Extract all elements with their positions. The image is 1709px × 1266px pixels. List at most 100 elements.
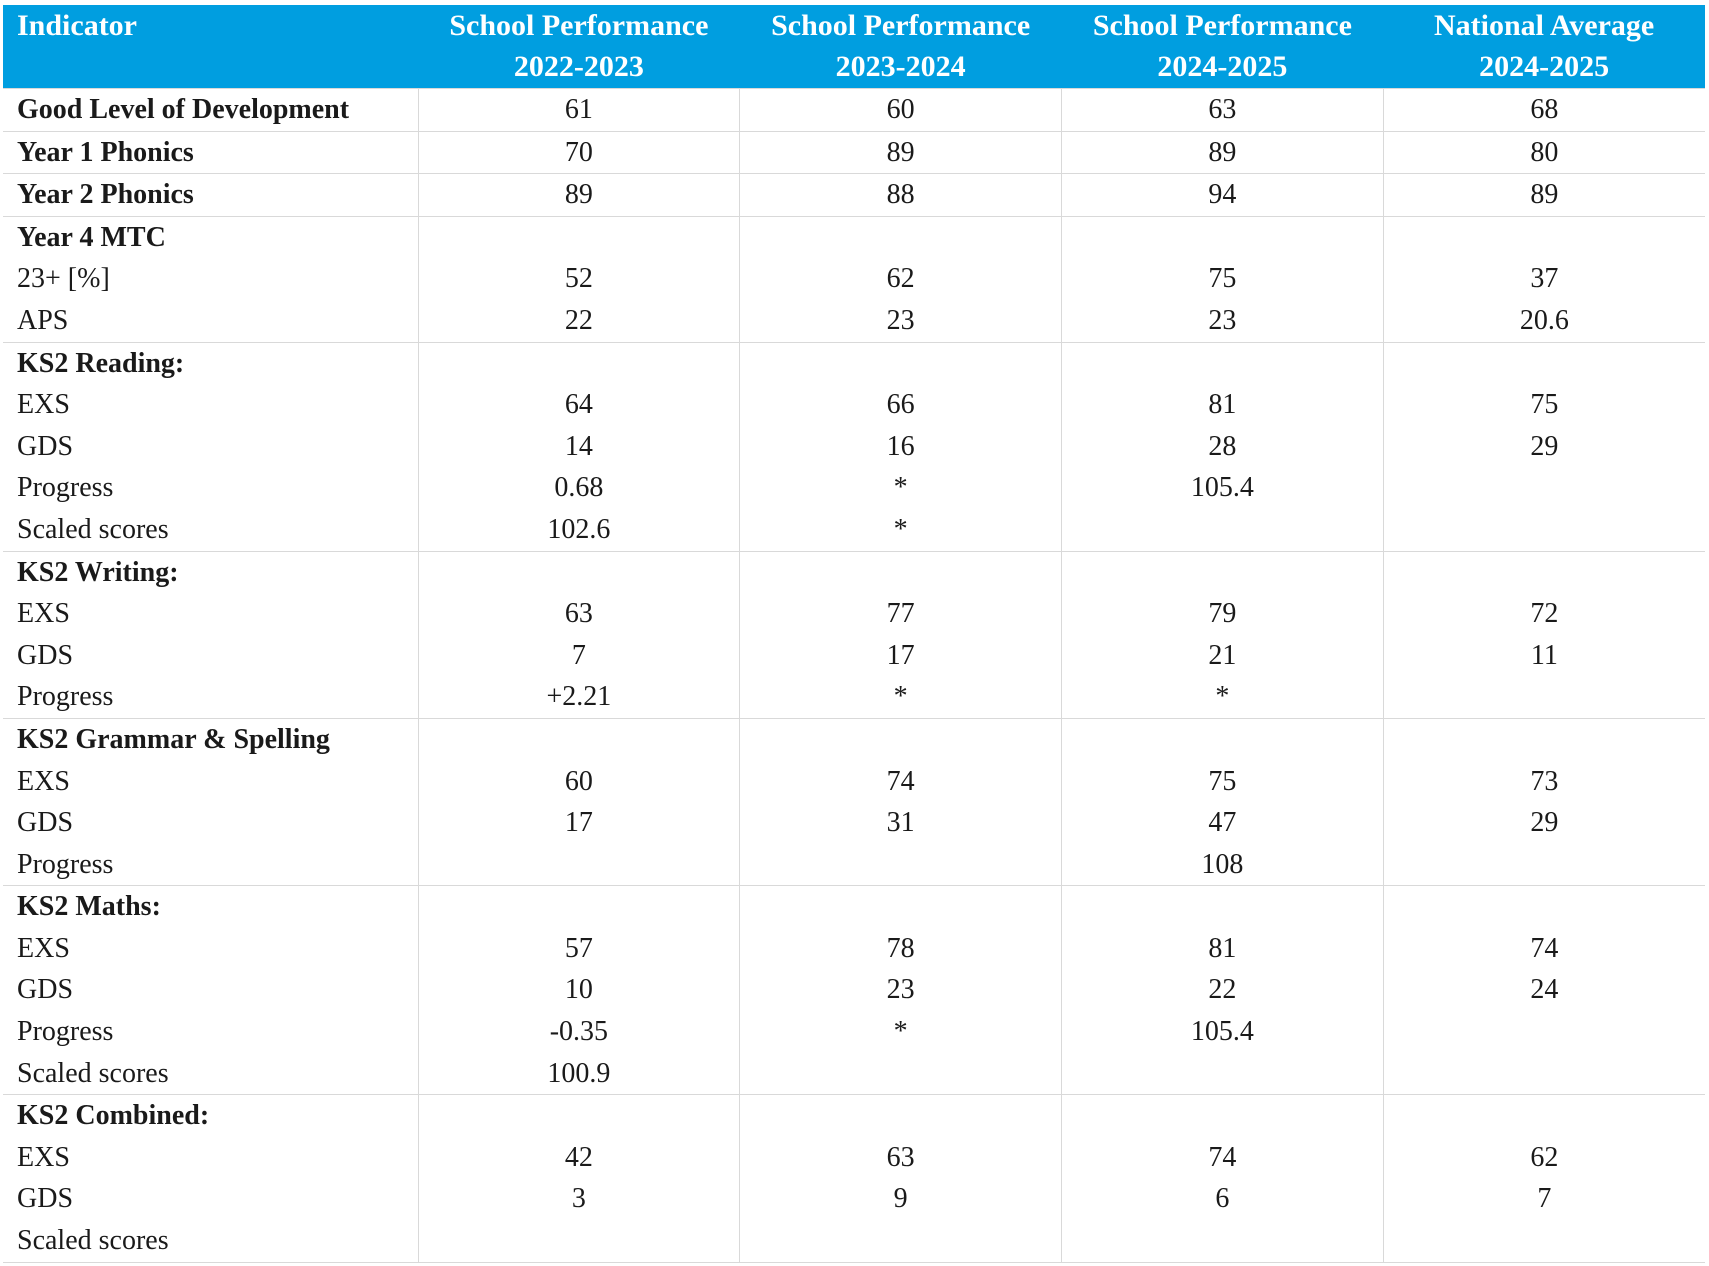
value-cell: 66 16 * * bbox=[739, 342, 1062, 552]
cell-value bbox=[1062, 719, 1383, 761]
indicator-cell: Good Level of Development bbox=[3, 88, 419, 132]
indicator-label: EXS bbox=[17, 1141, 70, 1173]
value-cell: 79 21 * bbox=[1061, 551, 1384, 719]
value-cell: 78 23 * bbox=[739, 885, 1062, 1095]
value-cell: 63 9 bbox=[739, 1094, 1062, 1263]
indicator-label: KS2 Combined: bbox=[17, 1100, 210, 1132]
value-cell: 61 bbox=[417, 88, 740, 132]
indicator-label: Scaled scores bbox=[17, 1225, 169, 1257]
value-cell: 60 17 bbox=[417, 718, 740, 886]
value-cell: 62 7 bbox=[1382, 1094, 1705, 1263]
indicator-cell: KS2 Grammar & Spelling EXS GDS Progress bbox=[3, 718, 418, 885]
header-line: School Performance bbox=[449, 9, 709, 42]
cell-value bbox=[740, 1095, 1061, 1137]
cell-value: 75 bbox=[1208, 263, 1237, 295]
table-row: Year 1 Phonics 70 89 89 80 bbox=[3, 131, 1705, 174]
cell-value: 31 bbox=[886, 807, 915, 839]
cell-value bbox=[419, 844, 740, 886]
cell-value: -0.35 bbox=[549, 1016, 609, 1048]
cell-value: 21 bbox=[1208, 639, 1237, 671]
value-cell: 89 bbox=[1382, 173, 1705, 217]
cell-value: * bbox=[893, 1016, 908, 1048]
cell-value bbox=[1384, 1095, 1705, 1137]
cell-value: 6 bbox=[1215, 1183, 1230, 1215]
cell-value: 60 bbox=[564, 765, 593, 797]
cell-value: 70 bbox=[564, 136, 593, 168]
cell-value: 81 bbox=[1208, 389, 1237, 421]
cell-value: * bbox=[893, 681, 908, 713]
cell-value: 68 bbox=[1530, 94, 1559, 125]
header-line: School Performance bbox=[771, 9, 1031, 42]
cell-value bbox=[740, 1053, 1061, 1095]
header-indicator-label: Indicator bbox=[17, 9, 137, 42]
cell-value: * bbox=[1215, 681, 1230, 713]
header-national-2024-2025: National Average 2024-2025 bbox=[1383, 5, 1705, 89]
value-cell: 88 bbox=[739, 173, 1062, 217]
cell-value bbox=[419, 1220, 740, 1262]
indicator-label: Scaled scores bbox=[17, 1057, 169, 1089]
cell-value bbox=[1062, 217, 1383, 259]
indicator-label: APS bbox=[17, 304, 69, 336]
cell-value bbox=[1384, 886, 1705, 928]
header-indicator: Indicator bbox=[3, 5, 418, 89]
cell-value: 77 bbox=[886, 598, 915, 630]
cell-value bbox=[419, 886, 740, 928]
indicator-cell: KS2 Writing: EXS GDS Progress bbox=[3, 551, 418, 718]
indicator-label: KS2 Reading: bbox=[17, 347, 185, 379]
cell-value bbox=[1384, 1053, 1705, 1095]
table-row: Good Level of Development 61 60 63 68 bbox=[3, 88, 1705, 132]
cell-value: 22 bbox=[1208, 974, 1237, 1006]
value-cell: 37 20.6 bbox=[1382, 216, 1705, 343]
cell-value: 37 bbox=[1530, 263, 1559, 295]
value-cell: 73 29 bbox=[1382, 718, 1705, 886]
value-cell: 64 14 0.68 102.6 bbox=[417, 342, 740, 552]
cell-value bbox=[1062, 886, 1383, 928]
table-body: Good Level of Development 61 60 63 68 Year 1 … bbox=[3, 88, 1705, 1263]
value-cell: 68 bbox=[1382, 88, 1705, 132]
header-line: School Performance bbox=[1092, 9, 1352, 42]
indicator-label: Year 2 Phonics bbox=[17, 179, 194, 211]
header-school-2024-2025: School Performance 2024-2025 bbox=[1061, 5, 1384, 89]
cell-value: 64 bbox=[564, 389, 593, 421]
cell-value: 100.9 bbox=[547, 1057, 611, 1089]
value-cell: 63 7 +2.21 bbox=[417, 551, 740, 719]
table-row: KS2 Maths: EXS GDS Progress Scaled scores 57 1… bbox=[3, 885, 1705, 1095]
cell-value: 74 bbox=[886, 765, 915, 797]
cell-value: 105.4 bbox=[1190, 472, 1254, 504]
cell-value: * bbox=[893, 513, 908, 545]
performance-table: Indicator School Performance 2022-2023 S… bbox=[3, 5, 1705, 1263]
indicator-cell: KS2 Reading: EXS GDS Progress Scaled scores bbox=[3, 342, 418, 551]
cell-value: 89 bbox=[1208, 136, 1237, 168]
cell-value: 74 bbox=[1530, 932, 1559, 964]
header-line: 2024-2025 bbox=[1479, 50, 1610, 83]
cell-value bbox=[1384, 1011, 1705, 1053]
value-cell: 74 6 bbox=[1061, 1094, 1384, 1263]
header-school-2023-2024: School Performance 2023-2024 bbox=[739, 5, 1062, 89]
indicator-label: Progress bbox=[17, 1016, 114, 1048]
cell-value: 73 bbox=[1530, 765, 1559, 797]
cell-value: 29 bbox=[1530, 807, 1559, 839]
cell-value: 60 bbox=[886, 94, 915, 125]
cell-value bbox=[740, 552, 1061, 594]
value-cell: 89 bbox=[739, 131, 1062, 174]
cell-value bbox=[1062, 509, 1383, 551]
indicator-label: GDS bbox=[17, 807, 74, 839]
value-cell: 81 22 105.4 bbox=[1061, 885, 1384, 1095]
indicator-label: Progress bbox=[17, 848, 114, 880]
header-line: 2024-2025 bbox=[1157, 50, 1288, 83]
indicator-label: Good Level of Development bbox=[17, 94, 350, 125]
cell-value bbox=[419, 217, 740, 259]
indicator-label: GDS bbox=[17, 430, 74, 462]
cell-value: 80 bbox=[1530, 136, 1559, 168]
value-cell: 89 bbox=[417, 173, 740, 217]
cell-value: 89 bbox=[1530, 179, 1559, 211]
cell-value: 20.6 bbox=[1519, 304, 1569, 336]
value-cell: 72 11 bbox=[1382, 551, 1705, 719]
cell-value: 57 bbox=[564, 932, 593, 964]
cell-value bbox=[740, 1220, 1061, 1262]
cell-value: +2.21 bbox=[546, 681, 612, 713]
indicator-label: KS2 Maths: bbox=[17, 891, 161, 923]
cell-value: 23 bbox=[1208, 304, 1237, 336]
value-cell: 75 23 bbox=[1061, 216, 1384, 343]
value-cell: 52 22 bbox=[417, 216, 740, 343]
